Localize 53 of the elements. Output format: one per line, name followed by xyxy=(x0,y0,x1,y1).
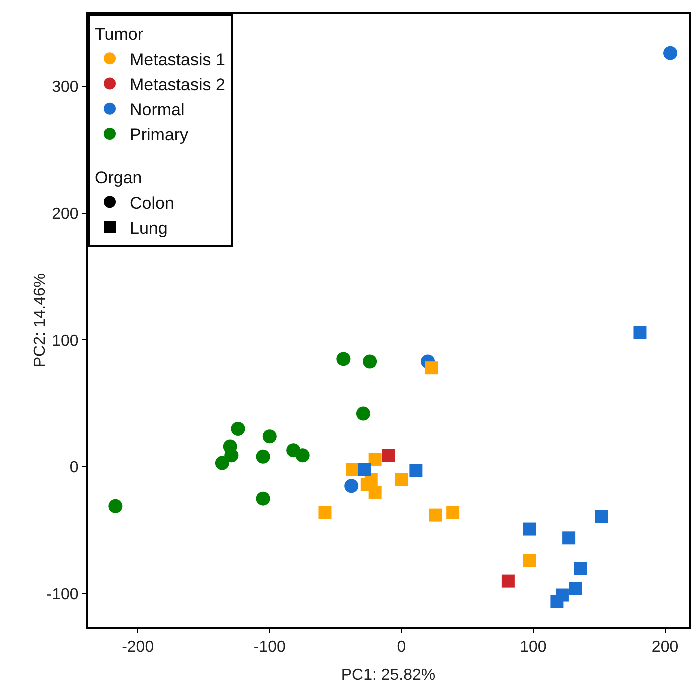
legend-label: Colon xyxy=(130,194,174,213)
point xyxy=(256,450,270,464)
annotation: Organ xyxy=(95,168,142,188)
legend-label: Lung xyxy=(130,218,168,238)
point xyxy=(296,448,310,463)
point xyxy=(574,562,588,576)
point xyxy=(262,430,277,444)
point xyxy=(523,522,536,536)
x-tick-label: -200 xyxy=(122,639,154,656)
point xyxy=(358,463,372,476)
point xyxy=(569,582,582,596)
point xyxy=(224,448,239,463)
point xyxy=(425,362,438,375)
point xyxy=(429,508,442,522)
y-tick-label: 100 xyxy=(52,332,79,350)
y-tick-label: -100 xyxy=(46,586,79,604)
point xyxy=(363,354,378,369)
y-axis-title: PC2: 14.46% xyxy=(32,273,49,368)
point xyxy=(664,46,678,60)
point xyxy=(446,506,460,520)
point xyxy=(502,574,515,588)
legend-label: Metastasis 2 xyxy=(130,75,226,94)
point xyxy=(596,510,609,524)
y-tick-label: 200 xyxy=(52,206,79,223)
point xyxy=(410,464,423,478)
point xyxy=(318,506,332,520)
x-tick-label: 100 xyxy=(520,639,547,656)
point xyxy=(108,499,123,514)
legend-label: Metastasis 1 xyxy=(130,50,226,70)
legend-title: Tumor xyxy=(95,25,144,44)
point xyxy=(368,452,382,466)
x-tick-label: 0 xyxy=(397,639,406,656)
point xyxy=(368,486,382,499)
x-axis-title: PC1: 25.82% xyxy=(341,667,436,684)
point xyxy=(336,352,351,366)
point xyxy=(382,449,395,462)
point xyxy=(256,492,270,506)
point xyxy=(346,463,360,476)
point xyxy=(344,479,359,494)
point xyxy=(356,406,370,421)
y-tick-label: 300 xyxy=(52,78,79,96)
point xyxy=(550,595,564,608)
point xyxy=(562,532,576,545)
point xyxy=(395,473,408,486)
legend-label: Primary xyxy=(130,126,190,145)
point xyxy=(215,456,230,470)
point xyxy=(634,326,647,340)
y-tick-label: 0 xyxy=(70,460,79,477)
x-tick-label: -100 xyxy=(254,639,286,656)
legend-label: Normal xyxy=(130,100,185,120)
x-tick-label: 200 xyxy=(652,639,679,656)
point xyxy=(523,554,536,568)
point xyxy=(231,422,246,436)
